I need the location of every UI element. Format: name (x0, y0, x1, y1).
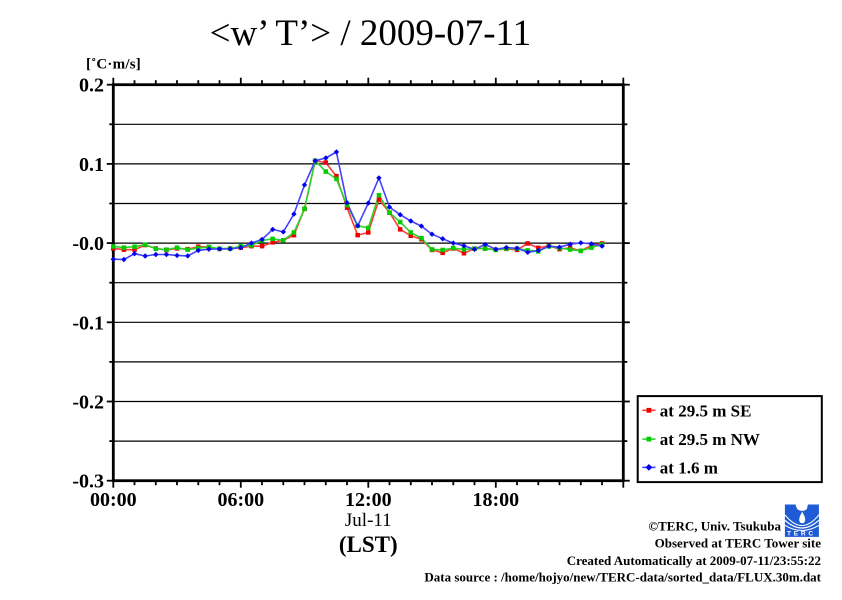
svg-text:18:00: 18:00 (472, 489, 519, 511)
svg-text:TERC: TERC (787, 530, 816, 537)
svg-text:-0.2: -0.2 (72, 392, 104, 414)
svg-text:©TERC, Univ. Tsukuba: ©TERC, Univ. Tsukuba (648, 519, 781, 534)
svg-text:-0.3: -0.3 (72, 471, 104, 493)
svg-text:Observed at TERC Tower site: Observed at TERC Tower site (655, 536, 822, 551)
svg-text:Created Automatically at 2009-: Created Automatically at 2009-07-11/23:5… (567, 553, 821, 568)
svg-text:06:00: 06:00 (217, 489, 264, 511)
svg-text:0.1: 0.1 (79, 154, 104, 176)
svg-text:at 29.5 m SE: at 29.5 m SE (660, 401, 752, 420)
svg-text:12:00: 12:00 (345, 489, 392, 511)
svg-text:(LST): (LST) (339, 532, 398, 557)
svg-text:-0.0: -0.0 (72, 233, 104, 255)
svg-text:Jul-11: Jul-11 (345, 510, 392, 531)
svg-text:at 1.6 m: at 1.6 m (660, 458, 718, 477)
svg-text:00:00: 00:00 (90, 489, 137, 511)
svg-text:<w’ T’> / 2009-07-11: <w’ T’> / 2009-07-11 (210, 13, 532, 54)
svg-text:at 29.5 m NW: at 29.5 m NW (660, 430, 760, 449)
svg-text:[˚C·m/s]: [˚C·m/s] (86, 57, 141, 73)
svg-text:-0.1: -0.1 (72, 312, 104, 334)
svg-text:0.2: 0.2 (79, 75, 104, 97)
svg-text:Data source : /home/hojyo/new/: Data source : /home/hojyo/new/TERC-data/… (424, 570, 821, 585)
